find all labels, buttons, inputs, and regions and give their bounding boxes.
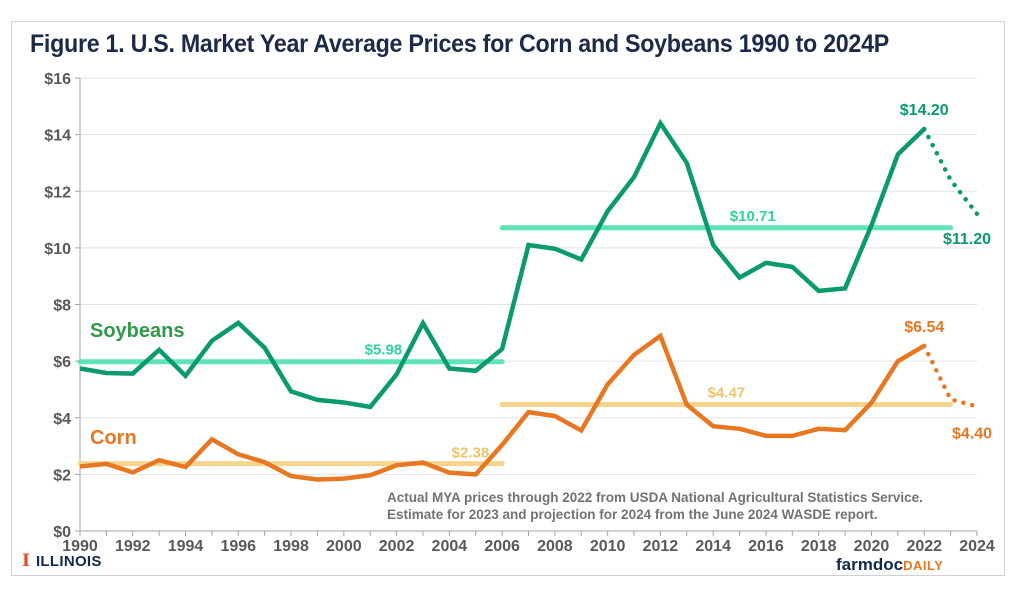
series-line-corn (79, 332, 926, 482)
y-tick-label: $8 (53, 298, 71, 315)
x-tick-label: 1992 (115, 538, 151, 555)
x-tick-label: 2014 (695, 538, 731, 555)
x-tick-label: 2000 (326, 538, 362, 555)
y-tick-label: $12 (44, 184, 71, 201)
series-label-corn: Corn (90, 427, 137, 449)
illinois-logo: I ILLINOIS (22, 551, 102, 571)
x-tick-label: 1994 (168, 538, 204, 555)
x-tick-label: 2016 (748, 538, 784, 555)
y-tick-label: $10 (44, 241, 71, 258)
x-tick-label: 2002 (379, 538, 415, 555)
x-tick-label: 2020 (854, 538, 890, 555)
axes: $0 $2 $4 $6 $8 $10 $12 $14 $16 1990 1992 1994 1996 19… (44, 71, 995, 555)
series-projection-corn (921, 343, 980, 409)
series-label-soybeans: Soybeans (90, 320, 184, 342)
illinois-logo-text: ILLINOIS (35, 553, 102, 570)
y-tick-label: $4 (53, 411, 71, 428)
average-label: $10.71 (730, 208, 776, 225)
average-label: $2.38 (452, 445, 490, 462)
x-tick-label: 1998 (273, 538, 309, 555)
data-label: $6.54 (904, 319, 944, 336)
data-label: $4.40 (952, 425, 992, 442)
chart-frame (11, 21, 1005, 576)
series-line-soybeans (79, 118, 926, 410)
gridlines (80, 77, 977, 475)
chart-note: Estimate for 2023 and projection for 202… (387, 507, 878, 522)
series-projection-soybeans (921, 126, 980, 217)
farmdoc-logo-main: farmdoc (836, 555, 904, 574)
farmdoc-daily-logo: farmdocDAILY (836, 555, 943, 575)
y-tick-label: $0 (53, 524, 71, 541)
data-label: $11.20 (943, 231, 991, 248)
series-lines (79, 118, 980, 482)
illinois-block-i-icon: I (22, 551, 30, 571)
y-tick-label: $16 (44, 71, 71, 88)
average-label: $4.47 (708, 384, 746, 401)
farmdoc-logo-accent: DAILY (903, 558, 944, 573)
x-tick-label: 1990 (62, 538, 98, 555)
x-tick-label: 2008 (537, 538, 573, 555)
y-tick-label: $6 (53, 354, 71, 371)
chart-note: Actual MYA prices through 2022 from USDA… (387, 490, 923, 505)
y-tick-label: $2 (53, 467, 71, 484)
x-tick-label: 1996 (220, 538, 256, 555)
x-tick-label: 2006 (484, 538, 520, 555)
x-tick-label: 2012 (643, 538, 679, 555)
x-tick-label: 2022 (906, 538, 942, 555)
data-label: $14.20 (900, 102, 949, 119)
x-tick-label: 2024 (959, 538, 995, 555)
y-tick-label: $14 (44, 128, 71, 145)
average-label: $5.98 (365, 342, 403, 359)
x-tick-label: 2018 (801, 538, 837, 555)
x-tick-label: 2010 (590, 538, 626, 555)
data-labels: $5.98 $10.71 $2.38 $4.47 Soybeans Corn $14.20 $… (90, 102, 992, 522)
x-tick-label: 2004 (432, 538, 468, 555)
chart-title: Figure 1. U.S. Market Year Average Price… (30, 30, 889, 58)
